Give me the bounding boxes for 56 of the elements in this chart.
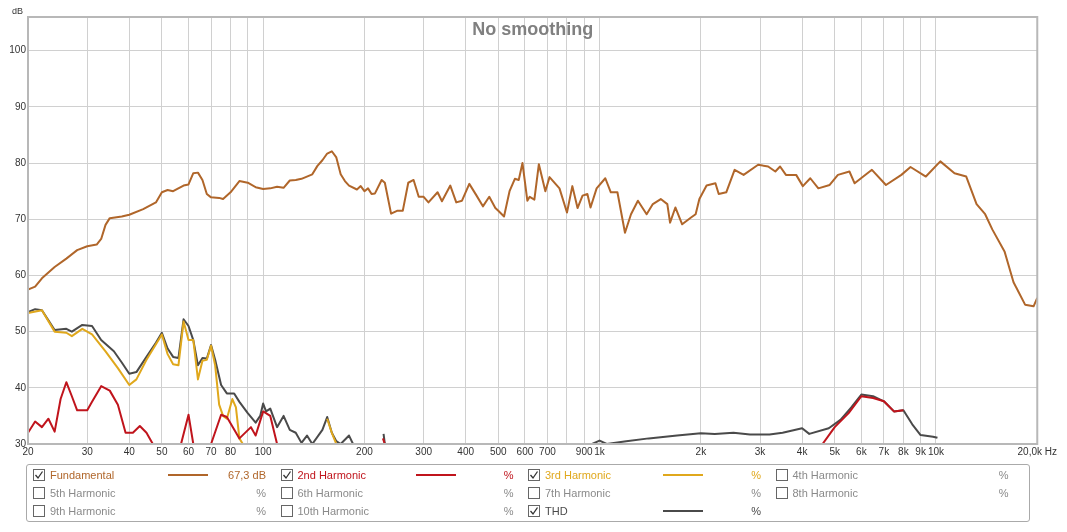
text: % xyxy=(502,487,514,499)
text: % xyxy=(750,487,761,499)
x-tick-label: 300 xyxy=(415,445,433,457)
x-tick-label: 30 xyxy=(81,445,94,457)
text: % xyxy=(255,505,266,517)
x-tick-label: 900 xyxy=(575,445,593,457)
y-tick-label: 70 xyxy=(14,213,27,225)
legend-label: 5th Harmonic xyxy=(50,487,117,499)
legend-label: 8th Harmonic xyxy=(792,487,859,499)
x-tick-label: 200 xyxy=(356,445,374,457)
y-tick-label: 100 xyxy=(9,44,27,56)
x-tick-label: 600 xyxy=(516,445,534,457)
legend-label: 10th Harmonic xyxy=(297,505,371,517)
x-tick-label: 10k xyxy=(927,445,946,457)
legend-label: 4th Harmonic xyxy=(792,469,859,481)
x-tick-label: 50 xyxy=(156,445,168,457)
text: % xyxy=(502,505,514,517)
x-tick-label: 9k xyxy=(915,445,927,457)
x-tick-label: 70 xyxy=(205,445,218,457)
x-tick-label: 2k xyxy=(695,445,708,457)
text: % xyxy=(750,505,761,517)
text: % xyxy=(997,487,1009,499)
y-tick-label: 50 xyxy=(14,325,27,337)
text: Fundamental xyxy=(50,469,116,481)
x-tick-label: 60 xyxy=(182,445,195,457)
x-tick-label: 400 xyxy=(457,445,475,457)
y-tick-label: 60 xyxy=(14,269,27,281)
y-axis-title: dB xyxy=(12,5,24,16)
x-tick-label: 100 xyxy=(254,445,272,457)
legend-label: 9th Harmonic xyxy=(50,505,117,517)
legend-label: 7th Harmonic xyxy=(545,487,612,499)
text: % xyxy=(997,469,1009,481)
text: % xyxy=(502,469,514,481)
x-tick-label: 7k xyxy=(878,445,891,457)
x-tick-label: 3k xyxy=(754,445,767,457)
y-tick-label: 90 xyxy=(14,100,27,112)
x-tick-label: 20,0k Hz xyxy=(1017,445,1057,457)
legend-label: 6th Harmonic xyxy=(297,487,364,499)
y-tick-label: 40 xyxy=(14,381,27,393)
y-tick-label: 80 xyxy=(14,156,27,168)
chart-title: No smoothing xyxy=(472,18,594,39)
x-tick-label: 6k xyxy=(856,445,868,457)
text: 2nd Harmonic xyxy=(297,469,367,481)
text: % xyxy=(255,487,266,499)
text: 3rd Harmonic xyxy=(545,469,613,481)
text: 67,3 dB xyxy=(227,469,266,481)
text: % xyxy=(750,469,761,481)
text: THD xyxy=(545,505,569,517)
x-tick-label: 40 xyxy=(123,445,136,457)
x-tick-label: 5k xyxy=(829,445,841,457)
x-tick-label: 8k xyxy=(898,445,910,457)
x-tick-label: 4k xyxy=(796,445,809,457)
x-tick-label: 500 xyxy=(489,445,508,457)
x-tick-label: 700 xyxy=(539,445,557,457)
x-tick-label: 1k xyxy=(594,445,606,457)
x-tick-label: 80 xyxy=(224,445,237,457)
